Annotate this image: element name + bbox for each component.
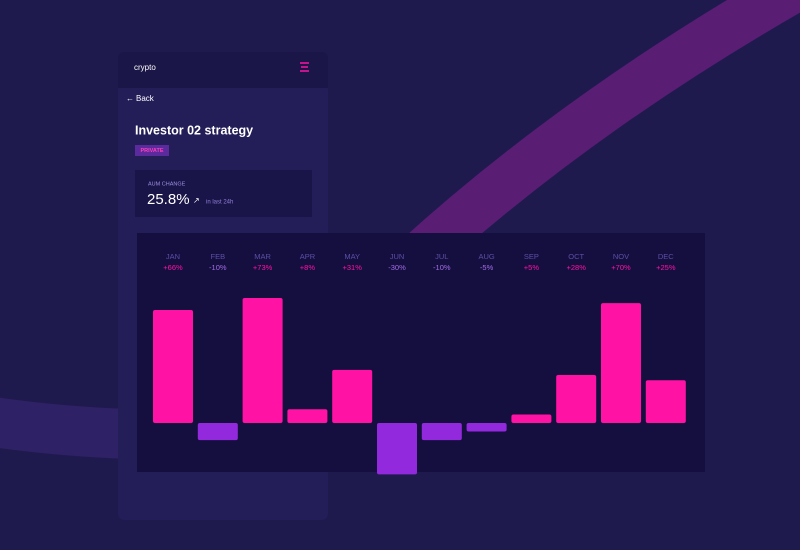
value-label: -30% — [388, 263, 406, 272]
app-name: crypto — [134, 63, 156, 72]
value-label: +25% — [656, 263, 676, 272]
stat-value: 25.8% — [147, 191, 190, 208]
month-label: FEB — [211, 252, 226, 261]
menu-icon[interactable] — [300, 62, 309, 72]
bar — [601, 303, 641, 423]
stat-label: AUM CHANGE — [148, 181, 186, 187]
value-label: -10% — [433, 263, 451, 272]
chart: JAN +66% FEB -10% MAR +73% APR +8% MAY +31% JUN -30… — [153, 252, 686, 475]
bar — [242, 298, 283, 423]
month-label: SEP — [524, 252, 539, 261]
app-header — [118, 52, 328, 88]
bar — [287, 409, 328, 423]
bar — [332, 369, 373, 423]
bar — [511, 414, 552, 423]
value-label: +28% — [566, 263, 586, 272]
month-label: DEC — [658, 252, 674, 261]
month-label: APR — [300, 252, 316, 261]
value-label: +31% — [342, 263, 362, 272]
badge-text: PRIVATE — [140, 148, 163, 154]
month-label: MAR — [254, 252, 271, 261]
value-label: +5% — [524, 263, 540, 272]
value-label: +73% — [253, 263, 273, 272]
month-label: JUL — [435, 252, 448, 261]
bar — [466, 423, 507, 432]
value-label: +70% — [611, 263, 631, 272]
month-label: OCT — [568, 252, 584, 261]
page-title: Investor 02 strategy — [135, 123, 253, 137]
stat-arrow: ↗ — [193, 196, 200, 205]
month-label: MAY — [344, 252, 360, 261]
back-arrow[interactable]: ← — [126, 94, 134, 103]
month-label: JAN — [166, 252, 180, 261]
bar — [645, 380, 686, 423]
stat-note: in last 24h — [206, 200, 233, 206]
bar — [197, 423, 238, 441]
value-label: -10% — [209, 263, 227, 272]
bar — [153, 309, 193, 423]
decor-arc — [398, 0, 800, 278]
value-label: +8% — [300, 263, 316, 272]
month-label: JUN — [390, 252, 405, 261]
value-label: +66% — [163, 263, 183, 272]
value-label: -5% — [480, 263, 494, 272]
back-link[interactable]: Back — [136, 94, 155, 103]
badge — [135, 145, 169, 156]
month-label: AUG — [478, 252, 494, 261]
bar — [421, 423, 462, 441]
month-label: NOV — [613, 252, 629, 261]
bar — [377, 423, 417, 475]
stat-card — [135, 170, 312, 217]
bar — [556, 375, 597, 423]
